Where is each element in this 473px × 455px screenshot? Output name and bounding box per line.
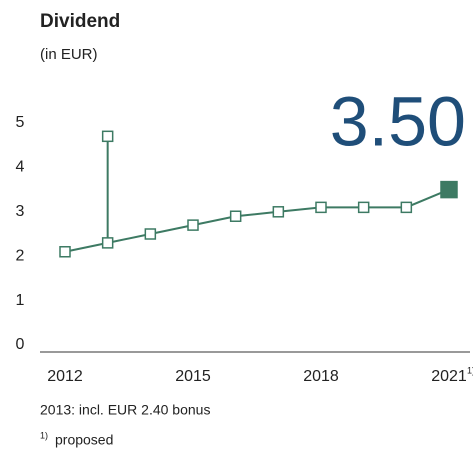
point-marker bbox=[315, 201, 327, 214]
point-marker bbox=[59, 246, 71, 258]
x-tick-label: 2018 bbox=[303, 368, 339, 385]
footnote-mark: 1) bbox=[40, 430, 48, 440]
y-tick-label: 2 bbox=[16, 247, 25, 264]
point-marker bbox=[272, 206, 285, 218]
point-marker bbox=[187, 219, 199, 231]
y-tick-label: 1 bbox=[16, 292, 25, 309]
footnote: proposed bbox=[55, 432, 113, 448]
point-marker bbox=[144, 228, 157, 240]
point-marker bbox=[101, 237, 114, 249]
chart-title: Dividend bbox=[40, 11, 120, 32]
chart-subtitle: (in EUR) bbox=[40, 46, 98, 63]
y-tick-label: 5 bbox=[16, 114, 25, 131]
y-tick-label: 3 bbox=[16, 203, 25, 220]
proposed-marker bbox=[440, 180, 458, 199]
headline-value: 3.50 bbox=[330, 82, 466, 160]
note: 2013: incl. EUR 2.40 bonus bbox=[40, 402, 210, 418]
x-tick-label: 2015 bbox=[175, 368, 211, 385]
point-marker bbox=[357, 201, 370, 214]
x-tick-label: 2012 bbox=[47, 368, 83, 385]
bonus-marker bbox=[101, 130, 114, 143]
y-tick-label: 4 bbox=[16, 159, 25, 176]
x-tick-label: 2021 bbox=[431, 368, 467, 385]
y-tick-label: 0 bbox=[16, 336, 25, 353]
series-line bbox=[64, 188, 450, 253]
point-marker bbox=[229, 210, 242, 222]
x-tick-footnote-mark: 1) bbox=[467, 365, 473, 375]
point-marker bbox=[400, 201, 413, 214]
